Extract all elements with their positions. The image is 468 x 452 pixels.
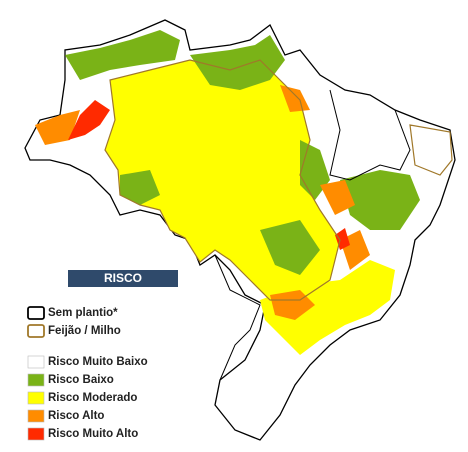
zone-low <box>340 170 420 230</box>
legend-swatch <box>27 355 45 369</box>
legend-label: Risco Alto <box>48 410 104 422</box>
zone-low <box>190 35 285 90</box>
legend-label: Risco Baixo <box>48 374 114 386</box>
state-border <box>329 89 411 181</box>
legend-swatch <box>27 427 45 441</box>
legend-swatch <box>27 373 45 387</box>
legend-label: Risco Muito Baixo <box>48 356 148 368</box>
brazil-map <box>24 19 456 441</box>
legend-title: RISCO <box>104 271 142 285</box>
legend-swatch <box>27 306 45 320</box>
legend-swatch <box>27 391 45 405</box>
feijao-milho-outline <box>409 124 453 176</box>
zone-high <box>320 180 355 215</box>
state-border <box>214 254 261 381</box>
legend-label: Risco Moderado <box>48 392 137 404</box>
legend-title-bar <box>68 270 178 287</box>
zone-low <box>120 170 160 205</box>
zone-very-high <box>68 100 110 140</box>
legend-label: Risco Muito Alto <box>48 428 138 440</box>
zone-high <box>280 85 310 112</box>
legend-label: Feijão / Milho <box>48 325 121 337</box>
legend-swatch <box>27 409 45 423</box>
feijao-milho-outline <box>104 59 341 301</box>
legend-swatch <box>27 324 45 338</box>
zone-moderate <box>260 260 395 355</box>
legend-label: Sem plantio* <box>48 307 118 319</box>
zone-low <box>65 30 180 80</box>
zone-low <box>260 220 320 275</box>
zone-high <box>35 110 80 145</box>
legend: RISCO Sem plantio* Feijão / Milho Risco Mui… <box>27 270 178 441</box>
